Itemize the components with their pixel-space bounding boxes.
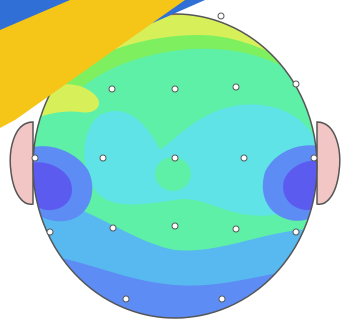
electrode	[108, 85, 116, 93]
left-ear	[9, 121, 34, 205]
electrode	[99, 154, 107, 162]
ribbon-yellow	[0, 0, 185, 128]
electrode	[292, 80, 300, 88]
electrode	[31, 154, 39, 162]
electrode	[310, 154, 318, 162]
electrode	[109, 224, 117, 232]
contour-center-green	[155, 157, 191, 191]
electrode	[171, 154, 179, 162]
electrode	[232, 225, 240, 233]
ribbon-blue-top	[0, 0, 70, 30]
electrode	[218, 295, 226, 303]
electrode-group	[31, 12, 318, 303]
electrode	[240, 154, 248, 162]
corner-ribbon	[0, 0, 205, 128]
electrode	[171, 85, 179, 93]
electrode	[171, 222, 179, 230]
head-outline	[32, 13, 318, 319]
electrode	[46, 228, 54, 236]
electrode	[217, 12, 225, 20]
electrode	[122, 295, 130, 303]
electrode	[232, 83, 240, 91]
electrode	[292, 228, 300, 236]
contour-cyan-center	[84, 104, 317, 216]
right-ear	[316, 121, 341, 205]
